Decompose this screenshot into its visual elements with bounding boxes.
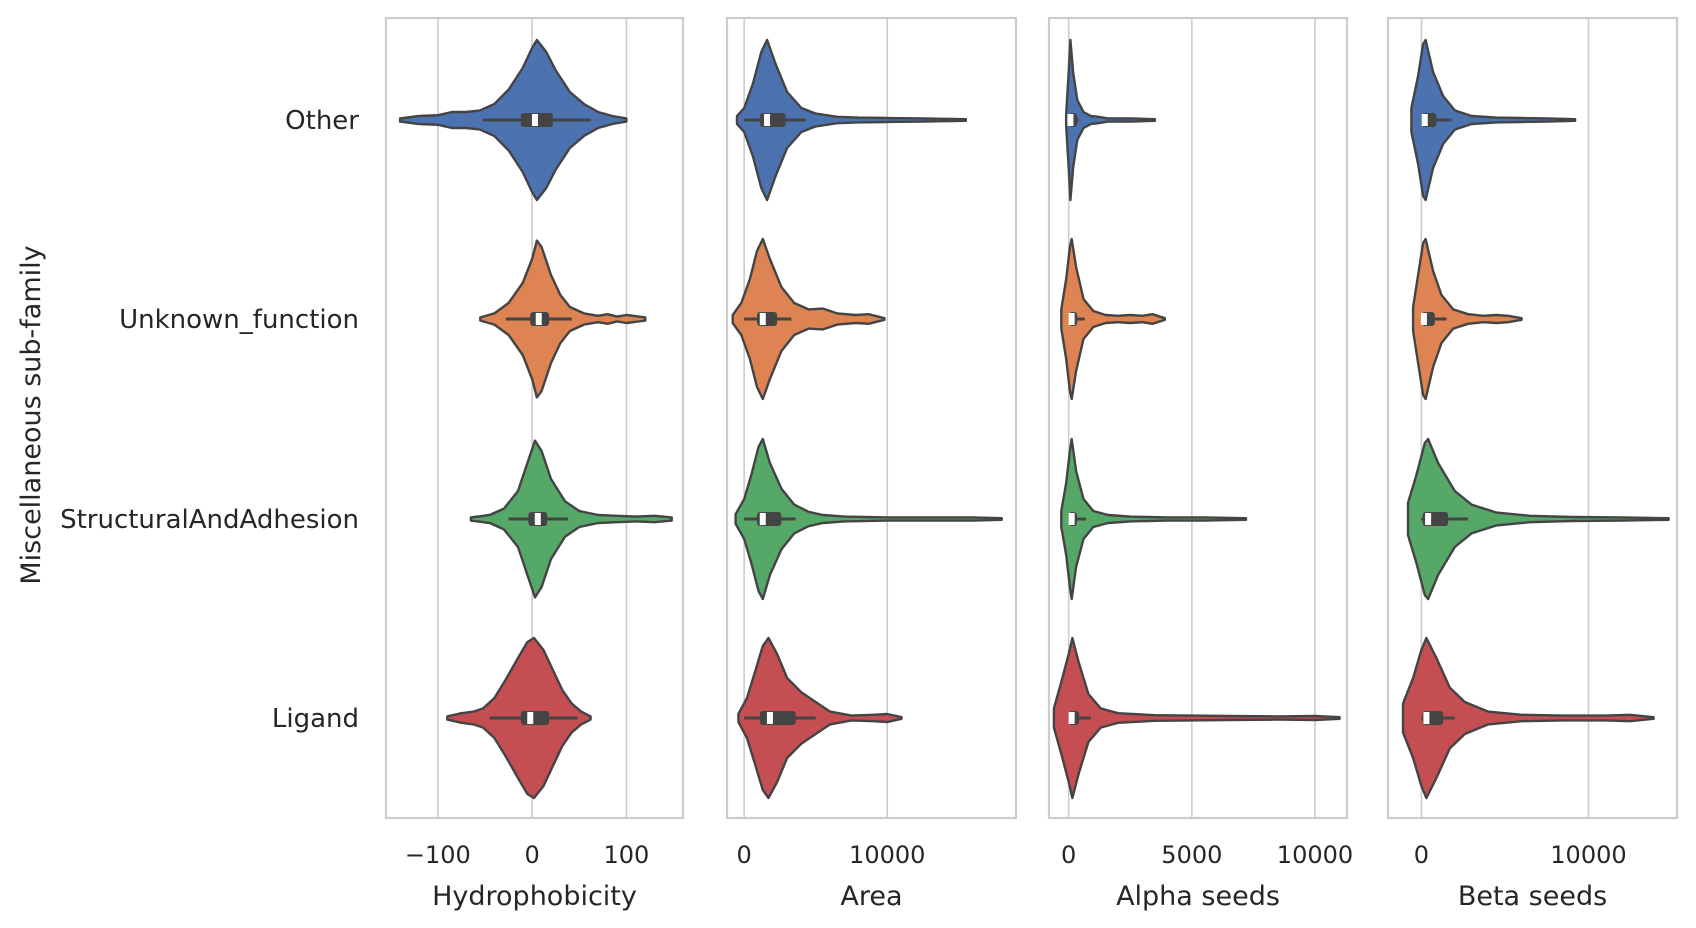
x-axis-label: Alpha seeds — [1116, 881, 1280, 912]
iqr-box — [759, 113, 786, 127]
median-marker — [1068, 712, 1075, 724]
panel-4: 0 10000 Beta seeds — [1386, 16, 1679, 912]
category-label: StructuralAndAdhesion — [60, 505, 359, 535]
panel-2: 0 10000 Area — [725, 16, 1018, 912]
violin-Other — [1410, 38, 1577, 202]
x-tick-label: 0 — [737, 841, 752, 869]
x-tick-label: 0 — [525, 841, 540, 869]
violin-StructuralAndAdhesion — [734, 437, 1003, 601]
panel-frame — [384, 16, 685, 820]
median-marker — [764, 114, 771, 126]
iqr-box — [520, 711, 550, 725]
median-marker — [766, 712, 773, 724]
median-marker — [759, 513, 766, 525]
panel-1: −100 0 100 Hydrophobicity — [384, 16, 685, 912]
x-tick-label: 10000 — [849, 841, 925, 869]
violin-StructuralAndAdhesion — [469, 439, 673, 599]
median-marker — [527, 712, 534, 724]
x-tick-label: −100 — [405, 841, 471, 869]
violin-Ligand — [737, 636, 903, 800]
median-marker — [535, 313, 542, 325]
x-axis-label: Area — [840, 881, 902, 912]
median-marker — [1425, 513, 1432, 525]
median-marker — [1068, 513, 1075, 525]
violin-Unknown_function — [1060, 237, 1166, 401]
median-marker — [1420, 313, 1427, 325]
panel-frame — [725, 16, 1018, 820]
median-marker — [1067, 114, 1074, 126]
x-tick-label: 5000 — [1161, 841, 1222, 869]
median-marker — [1423, 712, 1430, 724]
x-tick-label: 0 — [1061, 841, 1076, 869]
violin-Ligand — [1052, 636, 1341, 800]
panel-3: 0 5000 10000 Alpha seeds — [1047, 16, 1353, 912]
violin-Unknown_function — [1411, 237, 1523, 401]
median-marker — [534, 513, 541, 525]
violin-Other — [735, 38, 968, 202]
y-axis-label: Miscellaneous sub-family — [16, 245, 47, 584]
violin-Other — [1065, 38, 1157, 202]
panels: Other Unknown_function StructuralAndAdhesi… — [60, 16, 1679, 912]
violin-StructuralAndAdhesion — [1060, 437, 1248, 601]
x-tick-label: 10000 — [1550, 841, 1626, 869]
violin-Ligand — [1401, 636, 1655, 800]
x-axis-label: Beta seeds — [1458, 881, 1607, 912]
median-marker — [531, 114, 538, 126]
x-tick-label: 100 — [604, 841, 650, 869]
panel-frame — [1386, 16, 1679, 820]
category-label: Ligand — [272, 704, 359, 734]
median-marker — [759, 313, 766, 325]
x-tick-label: 0 — [1414, 841, 1429, 869]
violin-StructuralAndAdhesion — [1406, 437, 1670, 601]
median-marker — [1068, 313, 1075, 325]
violin-Unknown_function — [731, 237, 886, 401]
x-axis-label: Hydrophobicity — [432, 881, 637, 912]
x-tick-label: 10000 — [1277, 841, 1353, 869]
category-label: Unknown_function — [119, 305, 359, 335]
median-marker — [1421, 114, 1428, 126]
iqr-box — [759, 711, 796, 725]
category-label: Other — [285, 106, 359, 136]
panel-frame — [1047, 16, 1349, 820]
